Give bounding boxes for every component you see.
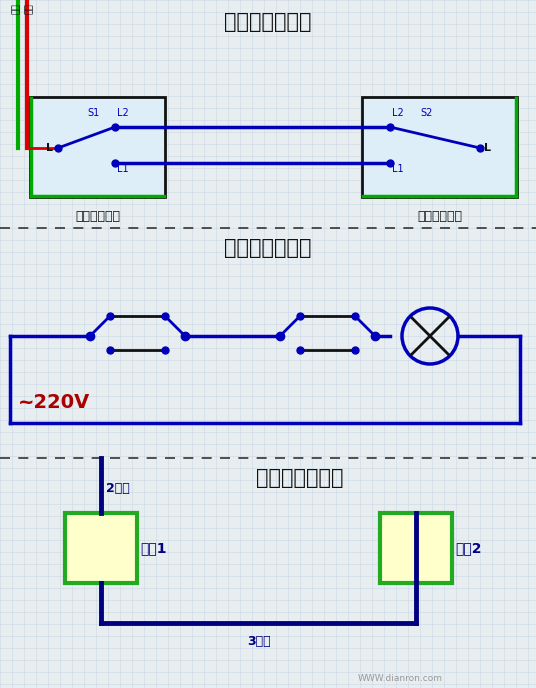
Text: L: L: [484, 143, 491, 153]
Text: 双控开关接线图: 双控开关接线图: [224, 12, 312, 32]
Bar: [380, 513, 452, 583]
Bar: [30, 97, 165, 197]
Text: WWW.dianron.com: WWW.dianron.com: [358, 674, 443, 683]
Text: S1: S1: [87, 108, 99, 118]
Text: 2根线: 2根线: [106, 482, 130, 495]
Text: L1: L1: [117, 164, 129, 174]
Text: 双控开关布线图: 双控开关布线图: [256, 468, 344, 488]
Bar: [65, 513, 137, 583]
Text: 开关2: 开关2: [455, 541, 481, 555]
Text: 单开双控开关: 单开双控开关: [75, 210, 120, 223]
Text: ~220V: ~220V: [18, 394, 90, 413]
Text: L: L: [46, 143, 53, 153]
Bar: [362, 97, 517, 197]
Text: 火线: 火线: [25, 3, 33, 14]
Text: 双控开关原理图: 双控开关原理图: [224, 238, 312, 258]
Text: S2: S2: [420, 108, 433, 118]
Text: 3根线: 3根线: [247, 635, 270, 648]
Text: 单开双控开关: 单开双控开关: [417, 210, 462, 223]
Text: L2: L2: [392, 108, 404, 118]
Text: 开关1: 开关1: [140, 541, 167, 555]
Text: 相线: 相线: [11, 3, 20, 14]
Text: L1: L1: [392, 164, 404, 174]
Text: L2: L2: [117, 108, 129, 118]
